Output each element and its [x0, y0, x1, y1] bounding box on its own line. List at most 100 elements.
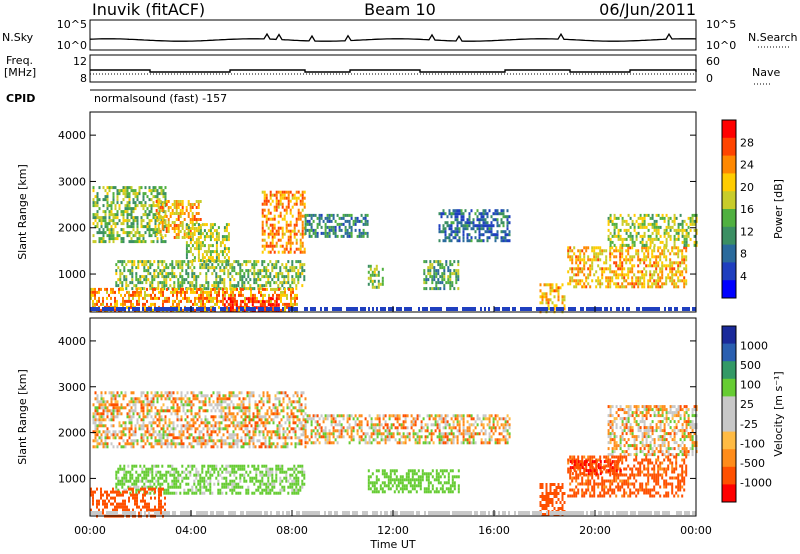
power-echo-cell	[639, 258, 642, 262]
power-echo-cell	[273, 208, 276, 212]
velocity-echo-cell	[238, 391, 241, 395]
velocity-echo-cell	[130, 433, 133, 437]
power-echo-cell	[201, 253, 204, 257]
velocity-echo-cell	[230, 442, 233, 446]
velocity-echo-cell	[282, 400, 285, 404]
power-echo-cell	[296, 296, 298, 300]
velocity-echo-cell	[270, 442, 273, 446]
power-echo-cell	[134, 201, 137, 205]
velocity-echo-cell	[330, 414, 333, 418]
power-echo-cell	[441, 278, 444, 282]
velocity-echo-cell	[192, 394, 195, 398]
power-echo-cell	[264, 287, 266, 291]
power-echo-cell	[655, 267, 658, 271]
velocity-echo-cell	[304, 435, 307, 439]
power-echo-cell	[669, 252, 672, 256]
power-echo-cell	[299, 275, 302, 279]
velocity-echo-cell	[256, 406, 259, 410]
velocity-echo-cell	[330, 420, 333, 424]
freq-tick-top: 12	[73, 55, 87, 68]
power-echo-cell	[381, 279, 384, 283]
power-echo-cell	[494, 209, 497, 213]
power-ground-cell	[290, 307, 292, 311]
power-echo-cell	[136, 237, 139, 241]
power-echo-cell	[124, 293, 126, 297]
velocity-echo-cell	[142, 433, 145, 437]
power-echo-cell	[577, 279, 580, 283]
power-echo-cell	[198, 299, 200, 303]
power-ground-cell	[610, 307, 612, 311]
power-echo-cell	[453, 287, 456, 291]
power-colorbar-tick: 28	[740, 136, 754, 149]
power-echo-cell	[175, 260, 178, 264]
velocity-echo-cell	[264, 442, 267, 446]
power-echo-cell	[470, 209, 473, 213]
power-echo-cell	[486, 215, 489, 219]
power-echo-cell	[597, 252, 600, 256]
velocity-echo-cell	[246, 442, 249, 446]
power-echo-cell	[631, 270, 634, 274]
velocity-echo-cell	[100, 433, 103, 437]
power-echo-cell	[283, 193, 286, 197]
velocity-echo-cell	[328, 441, 331, 445]
power-echo-cell	[112, 216, 115, 220]
power-echo-cell	[120, 293, 122, 297]
velocity-echo-cell	[242, 442, 245, 446]
velocity-echo-cell	[390, 414, 393, 418]
power-echo-cell	[283, 247, 286, 251]
power-echo-cell	[251, 272, 254, 276]
power-echo-cell	[447, 269, 450, 273]
power-echo-cell	[131, 263, 134, 267]
velocity-echo-cell	[156, 418, 159, 422]
velocity-echo-cell	[226, 424, 229, 428]
velocity-echo-cell	[168, 433, 171, 437]
power-echo-cell	[665, 225, 668, 229]
velocity-echo-cell	[294, 430, 297, 434]
power-echo-cell	[140, 240, 143, 244]
power-echo-cell	[117, 266, 120, 270]
power-ground-cell	[94, 307, 96, 311]
power-echo-cell	[615, 285, 618, 289]
velocity-echo-cell	[94, 397, 97, 401]
velocity-echo-cell	[260, 430, 263, 434]
velocity-echo-cell	[274, 433, 277, 437]
power-echo-cell	[255, 306, 258, 310]
power-echo-cell	[453, 260, 456, 264]
power-echo-cell	[480, 227, 483, 231]
power-echo-cell	[275, 244, 278, 248]
velocity-echo-cell	[132, 409, 135, 413]
power-echo-cell	[134, 192, 137, 196]
power-echo-cell	[474, 230, 477, 234]
velocity-echo-cell	[298, 427, 301, 431]
power-echo-cell	[268, 296, 270, 300]
power-echo-cell	[245, 297, 248, 301]
velocity-echo-cell	[232, 403, 235, 407]
power-echo-cell	[185, 272, 188, 276]
power-ground-cell	[304, 307, 306, 311]
velocity-echo-cell	[260, 418, 263, 422]
power-echo-cell	[116, 231, 119, 235]
power-echo-cell	[267, 250, 270, 254]
power-echo-cell	[172, 299, 174, 303]
power-echo-cell	[110, 201, 113, 205]
power-echo-cell	[167, 218, 170, 221]
velocity-echo-cell	[382, 414, 385, 418]
velocity-echo-cell	[106, 427, 109, 431]
power-echo-cell	[563, 298, 566, 302]
power-echo-cell	[673, 240, 676, 244]
power-echo-cell	[597, 246, 600, 250]
power-echo-cell	[209, 256, 212, 260]
power-echo-cell	[249, 269, 252, 273]
power-echo-cell	[150, 302, 152, 306]
power-echo-cell	[198, 296, 200, 300]
power-echo-cell	[102, 219, 105, 223]
power-echo-cell	[621, 219, 624, 223]
power-echo-cell	[104, 225, 107, 229]
power-echo-cell	[322, 231, 325, 235]
power-echo-cell	[156, 192, 159, 196]
power-echo-cell	[364, 213, 367, 217]
power-echo-cell	[299, 193, 302, 197]
power-echo-cell	[304, 219, 307, 223]
power-echo-cell	[267, 269, 270, 273]
power-echo-cell	[591, 279, 594, 283]
